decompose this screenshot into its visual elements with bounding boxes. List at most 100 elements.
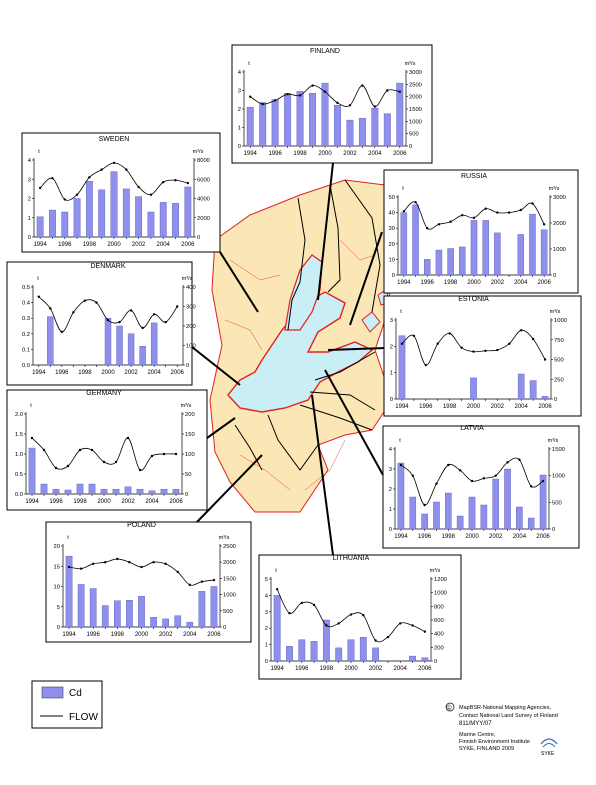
right-tick-label: 250	[554, 377, 564, 383]
x-tick-label: 2002	[489, 534, 503, 540]
flow-point	[176, 305, 179, 308]
cd-bar	[198, 591, 206, 628]
x-tick-label: 2006	[537, 280, 551, 286]
left-tick-label: 0.5	[15, 472, 23, 478]
panel-latvia	[382, 425, 580, 549]
cd-bar	[150, 322, 158, 366]
cd-bar	[447, 248, 454, 276]
cd-bar	[321, 82, 329, 147]
right-tick-label: 0	[197, 235, 200, 241]
footer-line-2: Contact National Land Survey of Finland	[459, 713, 558, 719]
right-tick-label: 500	[223, 609, 233, 615]
cd-bar	[346, 119, 354, 147]
flow-point	[164, 562, 167, 566]
flow-point	[542, 223, 546, 226]
x-tick-label: 1994	[394, 534, 408, 540]
cd-bar	[98, 189, 106, 238]
flow-point	[275, 588, 279, 591]
flow-point	[176, 570, 179, 574]
left-tick-label: 0	[265, 659, 268, 665]
cd-bar	[468, 496, 476, 530]
cd-bar	[371, 107, 379, 147]
cd-bar	[470, 377, 477, 400]
left-tick-label: 5	[265, 577, 268, 583]
cd-bar	[398, 335, 406, 400]
cd-bar	[296, 91, 304, 147]
cd-bar	[147, 211, 155, 238]
left-tick-label: 20	[54, 544, 60, 550]
flow-point	[325, 624, 328, 627]
left-tick-label: 2	[265, 626, 268, 632]
flow-point	[399, 463, 403, 467]
leader-lines	[191, 162, 385, 556]
x-tick-label: 1998	[83, 242, 97, 248]
flow-point	[348, 104, 352, 107]
cd-bar	[494, 232, 501, 276]
syke-logo-text: SYKE	[541, 751, 555, 757]
left-tick-label: 0.0	[15, 492, 23, 498]
cd-bar	[184, 186, 192, 238]
left-tick-label: 0	[389, 527, 392, 533]
right-tick-label: 3000	[409, 70, 422, 76]
cd-bar	[112, 489, 120, 495]
chart-title: DENMARK	[90, 263, 125, 270]
left-tick-label: 0	[28, 235, 31, 241]
flow-point	[426, 227, 429, 230]
flow-point	[337, 622, 340, 625]
flow-point	[102, 460, 106, 464]
x-tick-label: 2006	[171, 370, 185, 376]
cd-bar	[334, 105, 341, 147]
right-axis-unit: m³/s	[549, 186, 560, 192]
flow-point	[541, 479, 545, 483]
flow-point	[374, 639, 377, 642]
flow-point	[506, 461, 509, 464]
left-tick-label: 1.5	[15, 432, 23, 438]
x-tick-label: 1994	[32, 370, 46, 376]
flow-point	[126, 436, 130, 440]
left-tick-label: 4	[28, 158, 32, 164]
cd-bar	[517, 373, 525, 400]
cd-bar	[186, 621, 194, 628]
flow-point	[91, 562, 95, 566]
flow-point	[362, 614, 365, 617]
cd-bar	[122, 188, 130, 238]
left-axis-unit: t	[37, 276, 39, 282]
flow-point	[95, 301, 98, 304]
cd-bar	[517, 234, 525, 276]
x-tick-label: 2000	[318, 151, 332, 157]
flow-point	[116, 557, 119, 561]
cd-bar	[516, 506, 523, 530]
x-tick-label: 2002	[132, 242, 146, 248]
left-tick-label: 2	[390, 344, 393, 350]
x-tick-label: 1998	[442, 534, 456, 540]
x-tick-label: 2004	[147, 370, 161, 376]
cd-bar	[433, 501, 440, 530]
cd-bar	[36, 216, 44, 238]
flow-point	[118, 320, 121, 324]
chart-title: LITHUANIA	[333, 555, 370, 562]
cd-bar	[492, 478, 499, 530]
flow-point	[129, 309, 133, 312]
footer-line-3: 811/MYY/07	[459, 721, 492, 727]
catchment-lines	[224, 239, 376, 491]
right-tick-label: 8000	[197, 158, 210, 164]
left-tick-label: 0.1	[22, 347, 30, 353]
chart-title: POLAND	[127, 522, 156, 529]
right-axis-unit: m³/s	[182, 276, 193, 282]
x-tick-label: 1996	[295, 666, 309, 672]
chart-lithuania: LITHUANIA t m³/s 0 1 2 3 4 5 0 200 400 600 800 1000 120…	[265, 555, 447, 672]
x-tick-label: 1996	[87, 632, 101, 638]
x-tick-label: 2002	[124, 370, 138, 376]
right-tick-label: 6000	[197, 177, 210, 183]
left-tick-label: 1	[390, 371, 393, 377]
cd-bar	[335, 647, 343, 662]
legend: Cd FLOW	[31, 680, 103, 729]
sea-region	[227, 291, 374, 413]
x-tick-label: 1998	[111, 632, 125, 638]
x-tick-label: 1998	[444, 280, 458, 286]
right-tick-label: 150	[185, 432, 195, 438]
flow-point	[249, 95, 252, 98]
right-tick-label: 1000	[409, 119, 422, 125]
right-tick-label: 100	[185, 452, 195, 458]
